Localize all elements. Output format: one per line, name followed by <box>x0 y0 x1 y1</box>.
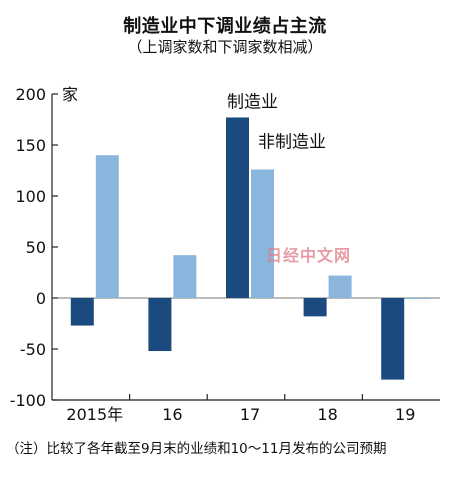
series-label-non-manufacturing: 非制造业 <box>258 132 326 152</box>
bar-0-1 <box>148 298 172 352</box>
bar-0-3 <box>303 298 327 317</box>
y-tick-label: 0 <box>36 289 46 308</box>
chart-subtitle: （上调家数和下调家数相减） <box>127 38 323 56</box>
watermark-logo: 日经中文网 <box>266 246 352 265</box>
x-tick-label: 16 <box>162 405 182 424</box>
bar-1-2 <box>251 169 274 298</box>
y-unit-label: 家 <box>62 85 78 104</box>
bar-1-4 <box>406 298 430 299</box>
x-tick-label: 17 <box>240 405 260 424</box>
bar-1-3 <box>328 275 352 298</box>
chart-title: 制造业中下调业绩占主流 <box>123 16 327 37</box>
bar-0-2 <box>226 117 249 299</box>
footnote: （注）比较了各年截至9月末的业绩和10～11月发布的公司预期 <box>6 441 387 457</box>
x-tick-label: 18 <box>317 405 337 424</box>
y-tick-label: 50 <box>26 238 46 257</box>
y-tick-label: 150 <box>15 136 46 155</box>
bar-0-4 <box>381 298 405 380</box>
bar-0-0 <box>70 298 94 326</box>
y-tick-label: 200 <box>15 85 46 104</box>
bar-1-1 <box>173 255 197 298</box>
y-tick-label: -100 <box>10 391 46 410</box>
x-tick-label: 19 <box>395 405 415 424</box>
series-label-manufacturing: 制造业 <box>227 92 278 112</box>
bar-1-0 <box>95 155 119 298</box>
y-tick-label: -50 <box>20 340 46 359</box>
x-tick-label: 2015年 <box>66 405 123 424</box>
y-tick-label: 100 <box>15 187 46 206</box>
